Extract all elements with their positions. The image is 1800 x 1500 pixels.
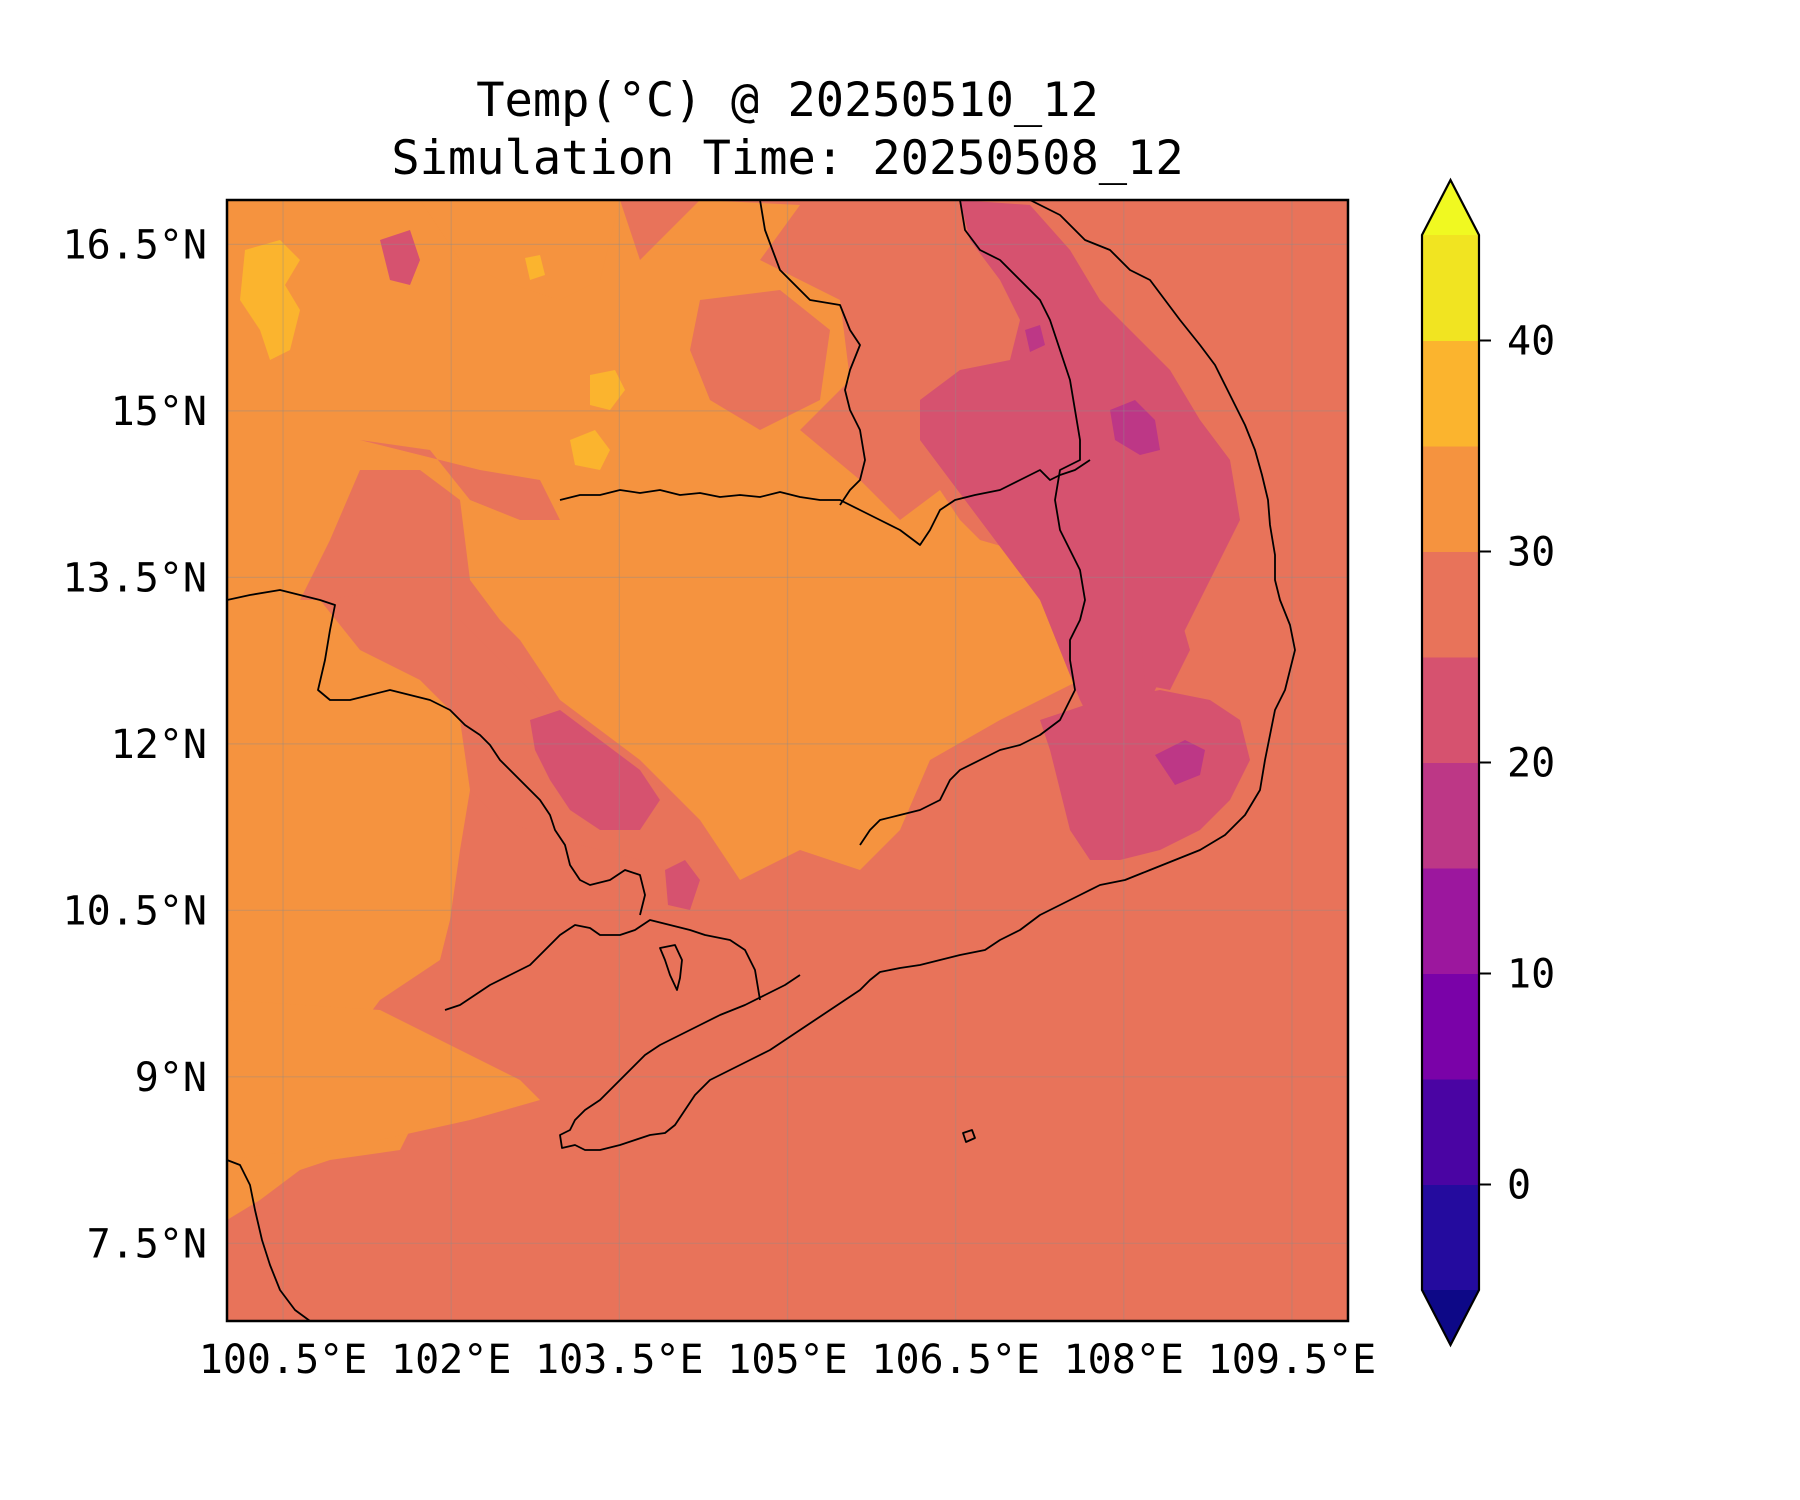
con-dao-island bbox=[962, 1129, 976, 1143]
lon-tick-label: 102°E bbox=[391, 1337, 511, 1383]
vietnam-laos-border bbox=[859, 200, 1086, 846]
colorbar-tick-label: 0 bbox=[1507, 1163, 1531, 1209]
lat-tick-label: 13.5°N bbox=[63, 555, 208, 601]
vietnam-coastline bbox=[559, 200, 1296, 1151]
temp-band-20-25-south-cardamom bbox=[665, 860, 700, 910]
temp-band-25-30-north-patch bbox=[690, 290, 830, 430]
temp-band-20-25-north-west bbox=[380, 230, 420, 285]
colorbar-extend-over bbox=[1422, 180, 1479, 235]
temp-band-30-35-gulf bbox=[227, 1000, 540, 1160]
colorbar-segment bbox=[1422, 973, 1479, 1080]
axis-ticks: 100.5°E 102°E 103.5°E 105°E 106.5°E 108°E 109.… bbox=[63, 222, 1377, 1383]
temp-band-30-35-north bbox=[420, 200, 620, 300]
lon-tick-label: 109.5°E bbox=[1208, 1337, 1377, 1383]
lat-tick-label: 12°N bbox=[111, 722, 207, 768]
temp-band-35-40-patch-d bbox=[525, 255, 545, 280]
lat-tick-label: 7.5°N bbox=[87, 1221, 207, 1267]
mekong-delta-coast bbox=[444, 919, 761, 1011]
temp-band-15-20-patch-c bbox=[1025, 325, 1045, 352]
phu-quoc-island bbox=[659, 944, 683, 991]
colorbar-tick-label: 30 bbox=[1507, 530, 1555, 576]
temp-band-35-40-patch-a bbox=[240, 240, 300, 360]
colorbar-segment bbox=[1422, 762, 1479, 869]
lon-tick-label: 106.5°E bbox=[871, 1337, 1040, 1383]
temp-band-20-25-plateau bbox=[1040, 690, 1250, 860]
colorbar: 0 10 20 30 40 bbox=[1420, 177, 1555, 1348]
gridlines bbox=[227, 200, 1348, 1321]
lat-tick-label: 15°N bbox=[111, 389, 207, 435]
temp-band-20-25-east-patch bbox=[1140, 615, 1190, 690]
lon-tick-label: 108°E bbox=[1064, 1337, 1184, 1383]
colorbar-segment bbox=[1422, 1079, 1479, 1185]
colorbar-segment bbox=[1422, 657, 1479, 763]
cambodia-thai-border bbox=[559, 459, 1091, 546]
colorbar-segment bbox=[1422, 1184, 1479, 1291]
lon-tick-label: 103.5°E bbox=[535, 1337, 704, 1383]
lat-tick-label: 9°N bbox=[135, 1055, 207, 1101]
laos-border bbox=[759, 200, 866, 506]
colorbar-segment bbox=[1422, 551, 1479, 658]
colorbar-outline bbox=[1420, 177, 1481, 1348]
colorbar-tick-label: 20 bbox=[1507, 741, 1555, 787]
colorbar-segment bbox=[1422, 235, 1479, 341]
lat-tick-label: 16.5°N bbox=[63, 222, 208, 268]
thai-west-coast bbox=[227, 589, 646, 916]
coastline-and-borders bbox=[227, 200, 1296, 1321]
colorbar-extend-under bbox=[1422, 1290, 1479, 1345]
colorbar-segment bbox=[1422, 868, 1479, 974]
temperature-field bbox=[227, 200, 1348, 1321]
lat-tick-label: 10.5°N bbox=[63, 888, 208, 934]
map-subtitle: Simulation Time: 20250508_12 bbox=[391, 131, 1184, 186]
temp-band-20-25-annamite bbox=[920, 200, 1240, 740]
temp-band-15-20-patch-a bbox=[1110, 400, 1160, 455]
map-title: Temp(°C) @ 20250510_12 bbox=[476, 73, 1099, 128]
temp-band-35-40-patch-b bbox=[590, 370, 625, 410]
thai-south-coast bbox=[227, 1159, 311, 1321]
temp-band-30-35-west bbox=[227, 200, 1100, 880]
colorbar-segment bbox=[1422, 446, 1479, 552]
temp-band-35-40-patch-c bbox=[570, 430, 610, 470]
colorbar-segment bbox=[1422, 340, 1479, 447]
lon-tick-label: 100.5°E bbox=[199, 1337, 368, 1383]
lon-tick-label: 105°E bbox=[727, 1337, 847, 1383]
colorbar-tick-label: 40 bbox=[1507, 319, 1555, 365]
temp-band-20-25-cardamom bbox=[530, 710, 660, 830]
temp-band-15-20-patch-b bbox=[1155, 740, 1205, 785]
temp-band-25-30-thai-interior bbox=[360, 440, 560, 520]
colorbar-tick-label: 10 bbox=[1507, 952, 1555, 998]
map-frame bbox=[225, 198, 1350, 1323]
